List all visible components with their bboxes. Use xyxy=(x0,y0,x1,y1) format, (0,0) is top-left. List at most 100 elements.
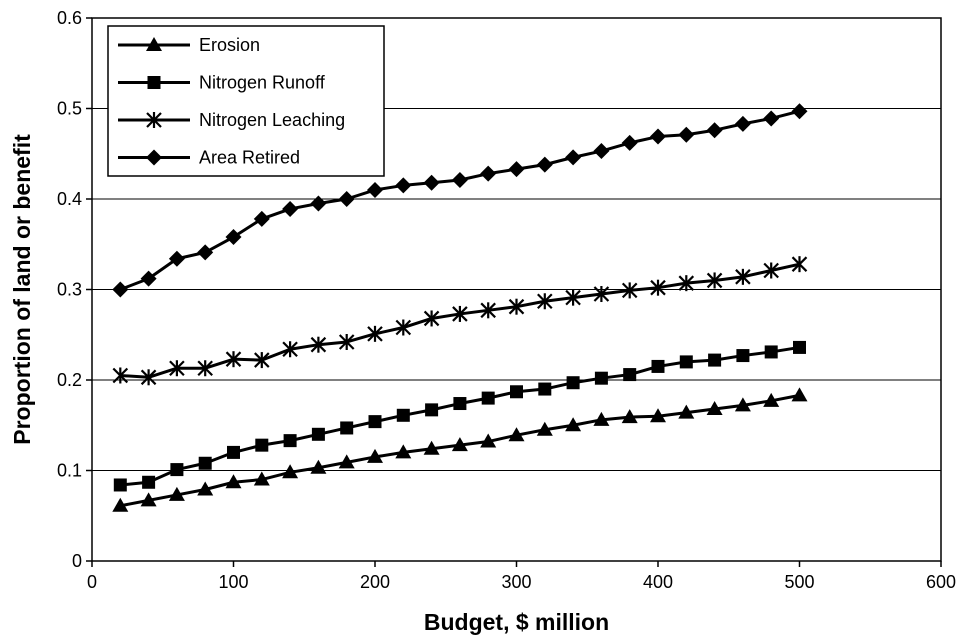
data-point xyxy=(678,275,695,292)
x-tick-label: 200 xyxy=(360,572,390,592)
data-point xyxy=(480,302,496,319)
legend-label: Nitrogen Runoff xyxy=(199,73,326,93)
data-point xyxy=(678,404,695,419)
data-point xyxy=(170,463,184,477)
data-point xyxy=(736,349,750,363)
data-point xyxy=(735,268,751,285)
data-point xyxy=(508,298,525,315)
data-point xyxy=(791,387,808,402)
y-tick-label: 0.5 xyxy=(57,99,82,119)
data-point xyxy=(538,382,552,396)
data-point xyxy=(453,397,467,411)
y-tick-label: 0 xyxy=(72,551,82,571)
data-point xyxy=(480,165,497,182)
series-line xyxy=(120,345,800,487)
data-point xyxy=(282,464,299,479)
data-point xyxy=(791,103,808,120)
data-point xyxy=(566,376,580,390)
data-point xyxy=(791,256,808,273)
data-point xyxy=(594,371,608,385)
data-point xyxy=(225,474,242,489)
data-point xyxy=(650,279,666,296)
data-point xyxy=(310,195,327,212)
y-axis-title: Proportion of land or benefit xyxy=(9,134,35,445)
series-erosion xyxy=(112,387,808,512)
data-point xyxy=(763,392,780,407)
data-point xyxy=(537,293,553,310)
data-point xyxy=(338,454,355,469)
data-point xyxy=(593,411,610,426)
data-point xyxy=(367,181,383,198)
legend-marker xyxy=(146,37,162,51)
data-point xyxy=(621,409,638,424)
data-point xyxy=(112,367,129,384)
data-point xyxy=(481,391,495,405)
data-point xyxy=(423,440,440,455)
data-point xyxy=(793,340,806,354)
data-point xyxy=(451,437,468,452)
data-point xyxy=(112,497,129,512)
data-point xyxy=(621,282,638,299)
data-point xyxy=(508,427,525,442)
x-axis-title: Budget, $ million xyxy=(424,609,609,635)
data-point xyxy=(650,128,666,145)
data-point xyxy=(536,156,553,173)
legend-item: Nitrogen Leaching xyxy=(118,110,345,130)
data-point xyxy=(140,492,157,507)
x-tick-label: 400 xyxy=(643,572,673,592)
data-point xyxy=(255,438,269,452)
data-point xyxy=(368,415,382,429)
data-point xyxy=(140,369,157,386)
data-point xyxy=(565,417,582,432)
data-point xyxy=(395,177,412,194)
data-point xyxy=(140,270,157,287)
data-point xyxy=(734,115,751,132)
legend-item: Area Retired xyxy=(118,148,300,168)
data-point xyxy=(763,262,779,279)
data-point xyxy=(282,200,299,217)
data-point xyxy=(396,408,410,422)
data-point xyxy=(708,353,722,367)
data-point xyxy=(621,134,638,151)
data-point xyxy=(423,310,440,327)
data-point xyxy=(310,336,327,353)
data-point xyxy=(734,397,751,412)
data-point xyxy=(395,319,412,336)
data-point xyxy=(425,403,439,417)
data-point xyxy=(510,385,523,399)
data-point xyxy=(593,286,610,303)
data-point xyxy=(480,433,497,448)
y-tick-label: 0.6 xyxy=(57,8,82,28)
x-tick-label: 300 xyxy=(501,572,531,592)
data-point xyxy=(679,355,693,369)
legend-marker xyxy=(146,112,162,128)
data-point xyxy=(282,341,298,358)
legend-item: Erosion xyxy=(118,35,260,55)
data-point xyxy=(310,459,327,474)
data-point xyxy=(565,289,581,306)
data-point xyxy=(452,305,468,322)
data-point xyxy=(112,281,129,298)
data-point xyxy=(395,444,412,459)
data-point xyxy=(113,478,127,492)
data-point xyxy=(536,421,553,436)
data-point xyxy=(197,244,214,261)
legend-marker xyxy=(147,76,161,89)
data-point xyxy=(678,126,695,143)
legend-item: Nitrogen Runoff xyxy=(118,73,326,93)
data-point xyxy=(340,421,354,435)
legend: Erosion Nitrogen Runoff Nitrogen Leaching A… xyxy=(107,25,385,177)
data-point xyxy=(169,360,185,377)
y-tick-label: 0.3 xyxy=(57,280,82,300)
data-point xyxy=(623,368,637,382)
x-tick-label: 100 xyxy=(218,572,248,592)
data-point xyxy=(142,475,156,489)
data-point xyxy=(254,352,270,369)
data-point xyxy=(311,427,325,441)
data-point xyxy=(227,445,240,459)
data-point xyxy=(225,229,242,246)
series-area-retired xyxy=(112,103,808,298)
legend-label: Nitrogen Leaching xyxy=(199,110,345,130)
data-point xyxy=(593,143,610,160)
